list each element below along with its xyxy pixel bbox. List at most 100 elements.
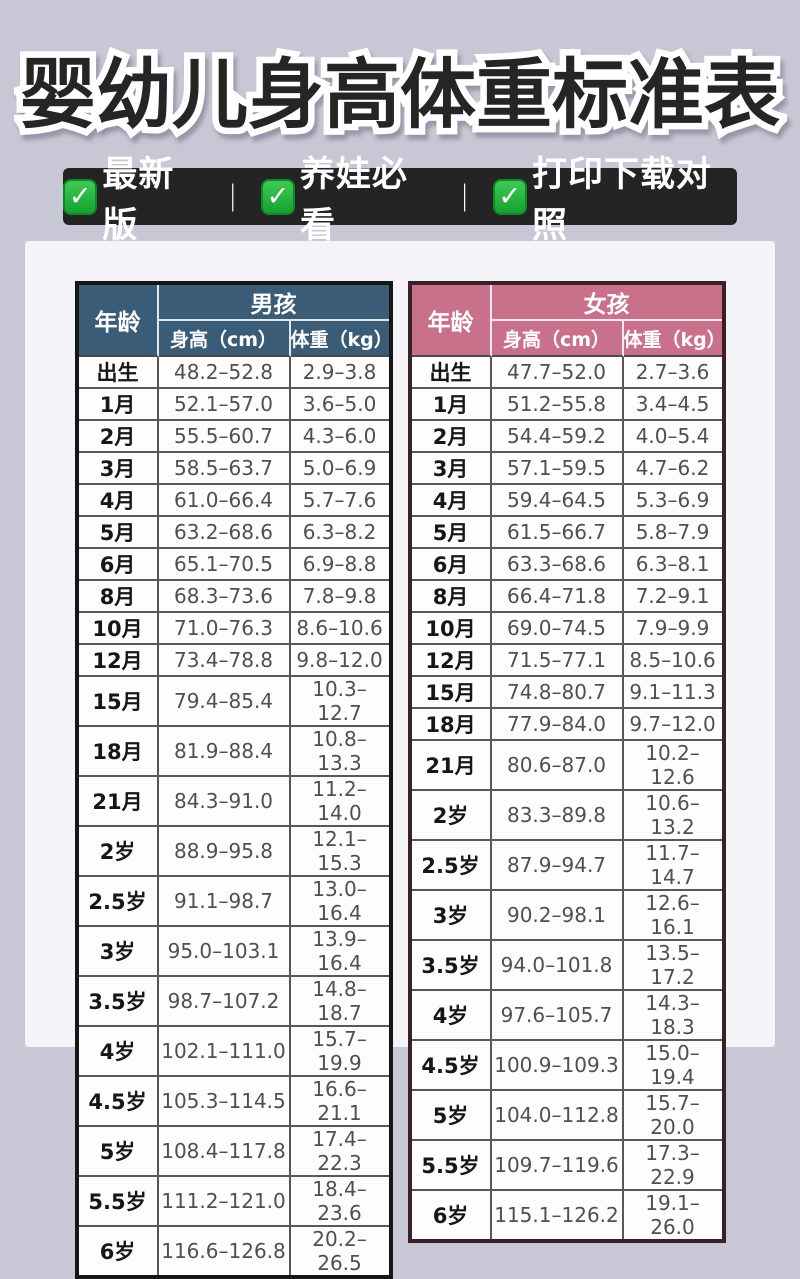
weight-cell: 11.2–14.0 [290,777,389,827]
age-cell: 4岁 [411,991,492,1041]
table-row: 3月 58.5–63.7 5.0–6.9 [78,453,389,485]
table-row: 出生 48.2–52.8 2.9–3.8 [78,357,389,389]
badge-separator: ｜ [218,181,247,215]
table-row: 10月 71.0–76.3 8.6–10.6 [78,613,389,645]
height-cell: 79.4–85.4 [158,677,291,727]
age-cell: 3岁 [78,927,159,977]
height-cell: 47.7–52.0 [491,357,624,389]
weight-cell: 3.6–5.0 [290,389,389,421]
age-cell: 5.5岁 [411,1141,492,1191]
table-row: 4月 59.4–64.5 5.3–6.9 [411,485,722,517]
height-cell: 59.4–64.5 [491,485,624,517]
age-cell: 6月 [78,549,159,581]
age-cell: 21月 [411,741,492,791]
age-header-cell: 年龄 [411,285,492,357]
age-cell: 4月 [411,485,492,517]
weight-cell: 6.3–8.1 [623,549,722,581]
height-cell: 91.1–98.7 [158,877,291,927]
age-cell: 18月 [411,709,492,741]
age-header-cell: 年龄 [78,285,159,357]
height-cell: 90.2–98.1 [491,891,624,941]
weight-cell: 17.3–22.9 [623,1141,722,1191]
height-cell: 105.3–114.5 [158,1077,291,1127]
height-cell: 111.2–121.0 [158,1177,291,1227]
weight-cell: 13.0–16.4 [290,877,389,927]
weight-cell: 10.6–13.2 [623,791,722,841]
weight-cell: 13.9–16.4 [290,927,389,977]
height-cell: 98.7–107.2 [158,977,291,1027]
height-cell: 116.6–126.8 [158,1227,291,1275]
weight-cell: 2.9–3.8 [290,357,389,389]
weight-cell: 12.1–15.3 [290,827,389,877]
weight-cell: 13.5–17.2 [623,941,722,991]
weight-cell: 5.8–7.9 [623,517,722,549]
table-row: 3岁 90.2–98.1 12.6–16.1 [411,891,722,941]
weight-cell: 16.6–21.1 [290,1077,389,1127]
age-cell: 5岁 [411,1091,492,1141]
table-row: 8月 68.3–73.6 7.8–9.8 [78,581,389,613]
table-card: 年龄 男孩 身高（cm） 体重（kg） 出生 48.2–52.8 2.9–3.8 1月… [25,241,775,1279]
age-cell: 12月 [78,645,159,677]
age-cell: 3.5岁 [411,941,492,991]
table-row: 10月 69.0–74.5 7.9–9.9 [411,613,722,645]
height-cell: 63.2–68.6 [158,517,291,549]
weight-cell: 6.3–8.2 [290,517,389,549]
check-icon: ✓ [63,178,98,215]
height-cell: 102.1–111.0 [158,1027,291,1077]
weight-cell: 19.1–26.0 [623,1191,722,1239]
age-cell: 12月 [411,645,492,677]
weight-header-cell: 体重（kg） [623,321,726,357]
boys-growth-table: 年龄 男孩 身高（cm） 体重（kg） 出生 48.2–52.8 2.9–3.8 1月… [74,281,393,1279]
age-cell: 1月 [78,389,159,421]
table-row: 18月 81.9–88.4 10.8–13.3 [78,727,389,777]
table-row: 5月 61.5–66.7 5.8–7.9 [411,517,722,549]
weight-cell: 4.0–5.4 [623,421,722,453]
age-cell: 21月 [78,777,159,827]
age-cell: 5月 [411,517,492,549]
weight-cell: 9.8–12.0 [290,645,389,677]
age-cell: 出生 [411,357,492,389]
weight-cell: 8.6–10.6 [290,613,389,645]
table-row: 6月 65.1–70.5 6.9–8.8 [78,549,389,581]
age-cell: 4月 [78,485,159,517]
weight-cell: 14.3–18.3 [623,991,722,1041]
weight-cell: 8.5–10.6 [623,645,722,677]
height-cell: 61.5–66.7 [491,517,624,549]
weight-cell: 11.7–14.7 [623,841,722,891]
height-cell: 48.2–52.8 [158,357,291,389]
age-cell: 出生 [78,357,159,389]
table-row: 3月 57.1–59.5 4.7–6.2 [411,453,722,485]
height-cell: 77.9–84.0 [491,709,624,741]
height-cell: 57.1–59.5 [491,453,624,485]
height-header-cell: 身高（cm） [158,321,291,357]
weight-cell: 5.3–6.9 [623,485,722,517]
table-row: 2.5岁 91.1–98.7 13.0–16.4 [78,877,389,927]
check-icon: ✓ [260,178,296,215]
height-cell: 66.4–71.8 [491,581,624,613]
height-cell: 108.4–117.8 [158,1127,291,1177]
weight-cell: 15.0–19.4 [623,1041,722,1091]
height-cell: 51.2–55.8 [491,389,624,421]
height-cell: 61.0–66.4 [158,485,291,517]
height-cell: 95.0–103.1 [158,927,291,977]
height-cell: 74.8–80.7 [491,677,624,709]
table-row: 4月 61.0–66.4 5.7–7.6 [78,485,389,517]
table-row: 2月 55.5–60.7 4.3–6.0 [78,421,389,453]
height-cell: 69.0–74.5 [491,613,624,645]
table-row: 18月 77.9–84.0 9.7–12.0 [411,709,722,741]
weight-cell: 6.9–8.8 [290,549,389,581]
table-row: 2月 54.4–59.2 4.0–5.4 [411,421,722,453]
table-row: 15月 79.4–85.4 10.3–12.7 [78,677,389,727]
height-cell: 55.5–60.7 [158,421,291,453]
gender-header-cell: 男孩 [158,285,389,321]
weight-cell: 15.7–19.9 [290,1027,389,1077]
age-cell: 3.5岁 [78,977,159,1027]
weight-cell: 3.4–4.5 [623,389,722,421]
table-row: 4岁 102.1–111.0 15.7–19.9 [78,1027,389,1077]
weight-cell: 18.4–23.6 [290,1177,389,1227]
table-row: 4.5岁 105.3–114.5 16.6–21.1 [78,1077,389,1127]
table-row: 3.5岁 94.0–101.8 13.5–17.2 [411,941,722,991]
table-row: 1月 51.2–55.8 3.4–4.5 [411,389,722,421]
check-icon: ✓ [492,178,527,215]
page-title-outline: 婴幼儿身高体重标准表 [14,44,787,146]
